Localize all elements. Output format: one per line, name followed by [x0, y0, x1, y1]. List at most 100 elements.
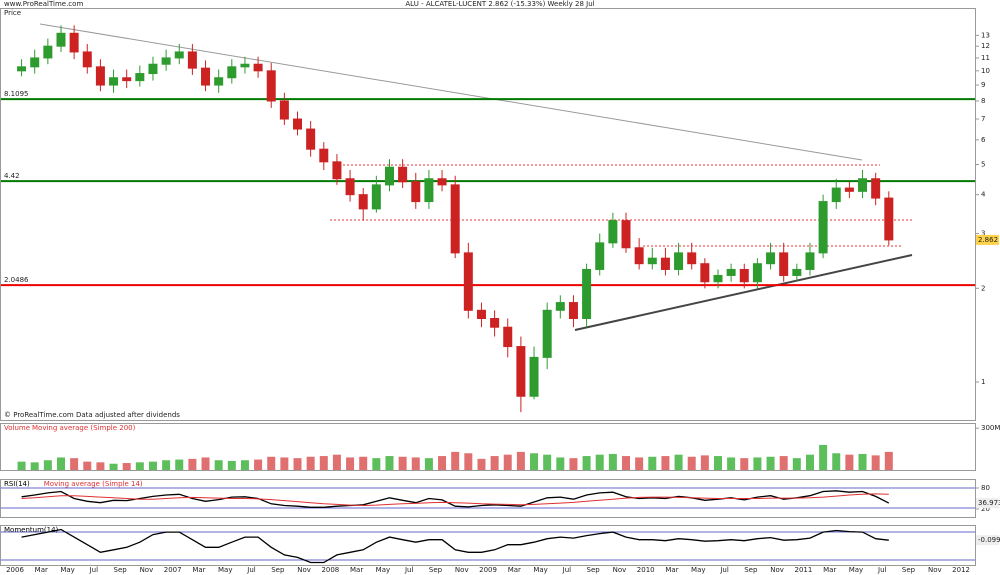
- volume-bar: [293, 458, 302, 470]
- x-tick-label: Mar: [192, 566, 205, 574]
- volume-bar: [608, 453, 617, 470]
- source: www.ProRealTime.com: [4, 0, 83, 8]
- x-tick-label: Nov: [613, 566, 627, 574]
- candle-body: [332, 161, 342, 180]
- volume-bar: [543, 454, 552, 470]
- candle-body: [174, 51, 184, 59]
- volume-bar: [464, 453, 473, 470]
- candle-body: [161, 57, 171, 65]
- momentum-panel: [0, 525, 976, 566]
- volume-bar: [240, 460, 249, 470]
- volume-bar: [43, 460, 52, 470]
- legend-entry: Momentum(14): [4, 526, 59, 534]
- x-tick-label: Nov: [455, 566, 469, 574]
- candle-body: [884, 197, 894, 241]
- candle-body: [871, 178, 881, 199]
- candle-body: [516, 346, 526, 397]
- volume-bar: [516, 451, 525, 470]
- volume-bar: [70, 458, 79, 470]
- x-tick-label: Sep: [902, 566, 916, 574]
- volume-bar: [700, 455, 709, 470]
- candle-body: [621, 220, 631, 249]
- x-tick-label: 2011: [794, 566, 812, 574]
- volume-bar: [503, 454, 512, 470]
- volume-bar: [83, 461, 92, 470]
- x-tick-label: Jul: [89, 566, 99, 574]
- panel-label: Price: [4, 9, 21, 17]
- candle-body: [476, 309, 486, 319]
- value-box: [976, 234, 999, 245]
- candle-body: [30, 57, 40, 68]
- volume-bar: [254, 459, 263, 470]
- x-tick-label: 2007: [164, 566, 182, 574]
- volume-bar: [477, 458, 486, 470]
- volume-bar: [635, 457, 644, 470]
- candle-body: [858, 178, 868, 192]
- candle-body: [660, 257, 670, 270]
- y-tick-label: 12: [981, 42, 990, 50]
- x-tick-label: 2009: [479, 566, 497, 574]
- y-tick-label: 5: [981, 161, 985, 169]
- volume-bar: [30, 462, 39, 470]
- volume-bar: [740, 458, 749, 470]
- candle-body: [109, 77, 119, 86]
- y-tick-label: 2: [981, 284, 985, 292]
- candle-body: [424, 178, 434, 203]
- volume-bar: [135, 462, 144, 470]
- candle-body: [647, 257, 657, 265]
- volume-bar: [871, 455, 880, 470]
- candle-body: [766, 252, 776, 265]
- candle-body: [411, 181, 421, 203]
- candle-body: [608, 220, 618, 244]
- candle-body: [634, 247, 644, 265]
- volume-bar: [214, 460, 223, 470]
- volume-bar: [332, 454, 341, 470]
- volume-bar: [845, 454, 854, 470]
- candle-body: [82, 51, 92, 68]
- volume-bar: [56, 457, 65, 470]
- y-tick-label: 20: [981, 505, 990, 513]
- x-tick-label: May: [60, 566, 74, 574]
- candle-body: [752, 263, 762, 283]
- volume-bar: [779, 456, 788, 470]
- candle-body: [595, 242, 605, 270]
- candle-body: [384, 166, 394, 186]
- x-tick-label: Jul: [877, 566, 887, 574]
- legend-entry: RSI(14): [4, 480, 30, 488]
- series-line: [21, 490, 890, 508]
- candle-body: [437, 178, 447, 186]
- x-tick-label: May: [376, 566, 390, 574]
- candle-body: [713, 274, 723, 283]
- candle-body: [56, 32, 66, 47]
- x-tick-label: 2010: [637, 566, 655, 574]
- volume-bar: [451, 451, 460, 470]
- candle-body: [135, 73, 145, 82]
- x-tick-label: Mar: [823, 566, 836, 574]
- volume-bar: [175, 459, 184, 470]
- value-label: 2.862: [978, 236, 998, 244]
- candle-body: [306, 128, 316, 150]
- volume-bar: [109, 463, 118, 470]
- candle-body: [463, 252, 473, 311]
- x-tick-label: 2012: [952, 566, 970, 574]
- x-tick-label: Mar: [35, 566, 48, 574]
- volume-bar: [622, 456, 631, 470]
- value-box: [976, 535, 999, 546]
- volume-bar: [319, 456, 328, 470]
- candle-body: [739, 268, 749, 283]
- volume-bar: [530, 453, 539, 470]
- chart-title: ALU - ALCATEL-LUCENT 2.862 (-15.33%) Wee…: [405, 0, 594, 8]
- candle-body: [122, 77, 132, 82]
- volume-bar: [819, 444, 828, 470]
- volume-bar: [372, 458, 381, 470]
- candle-body: [805, 252, 815, 270]
- volume-bar: [398, 456, 407, 470]
- candle-body: [319, 148, 329, 163]
- volume-bar: [766, 456, 775, 470]
- candle-body: [568, 302, 578, 319]
- volume-bar: [556, 457, 565, 470]
- volume-bar: [96, 462, 105, 470]
- volume-bar: [569, 458, 578, 470]
